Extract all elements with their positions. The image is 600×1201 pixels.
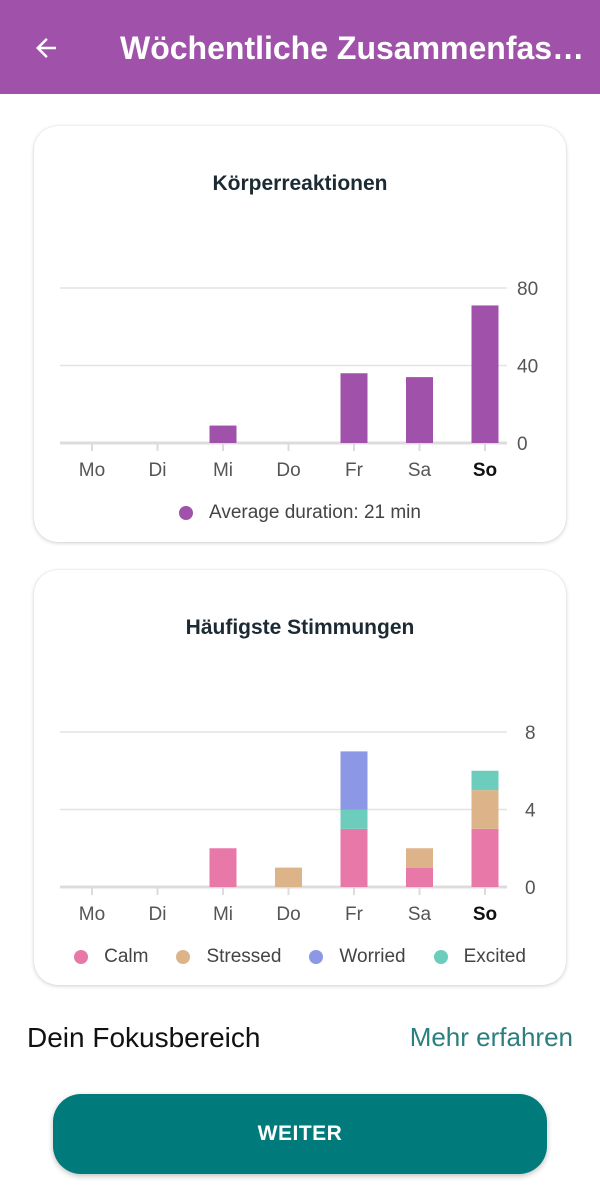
moods-title: Häufigste Stimmungen xyxy=(185,616,415,639)
legend-item-worried: Worried xyxy=(309,946,406,968)
x-tick-label: So xyxy=(473,904,497,925)
y-tick-label: 80 xyxy=(517,279,538,300)
bar-calm xyxy=(209,848,237,887)
x-tick-label: Do xyxy=(276,460,300,481)
legend-label: Excited xyxy=(463,946,526,967)
legend-dot xyxy=(179,506,194,520)
bar-stressed xyxy=(471,790,499,829)
legend-item: Average duration: 21 min xyxy=(179,502,421,524)
bar-stressed xyxy=(275,867,302,887)
legend-label: Average duration: 21 min xyxy=(209,502,421,523)
learn-more-link[interactable]: Mehr erfahren xyxy=(409,1022,573,1052)
x-tick-label: Mo xyxy=(79,460,105,481)
legend-dot xyxy=(74,950,89,964)
legend-item-calm: Calm xyxy=(74,946,148,968)
body-reactions-card: Körperreaktionen 0 40 80 Mo Di Mi Do Fr Sa So Ave… xyxy=(34,126,566,542)
bar-average-duration-21-min xyxy=(406,377,433,443)
bar-worried xyxy=(340,751,368,810)
legend-label: Worried xyxy=(339,946,406,967)
y-tick-label: 0 xyxy=(525,878,536,899)
body-reactions-legend: Average duration: 21 min xyxy=(34,502,566,524)
x-tick-label: Di xyxy=(149,460,167,481)
x-tick-label: Do xyxy=(276,904,300,925)
x-tick-label: Fr xyxy=(345,460,364,481)
legend-dot xyxy=(176,950,191,964)
focus-area-title: Dein Fokusbereich xyxy=(27,1022,261,1053)
legend-dot xyxy=(433,950,448,964)
legend-item-excited: Excited xyxy=(433,946,526,968)
x-tick-label: Mo xyxy=(79,904,105,925)
back-button[interactable] xyxy=(20,22,72,74)
moods-card: Häufigste Stimmungen 0 4 8 Mo Di Mi Do Fr Sa So C… xyxy=(34,570,566,985)
x-tick-label: Mi xyxy=(213,460,233,481)
x-tick-label: Sa xyxy=(408,460,432,481)
bar-calm xyxy=(406,867,433,887)
moods-chart: 0 4 8 Mo Di Mi Do Fr Sa So xyxy=(60,723,536,925)
x-tick-label: Di xyxy=(149,904,167,925)
y-tick-label: 4 xyxy=(525,801,536,822)
bar-calm xyxy=(471,828,499,887)
arrow-left-icon xyxy=(36,38,56,58)
bar-excited xyxy=(471,770,499,791)
bar-excited xyxy=(340,809,368,829)
continue-button[interactable]: WEITER xyxy=(53,1094,547,1174)
bar-average-duration-21-min xyxy=(209,425,237,443)
legend-item-stressed: Stressed xyxy=(176,946,281,968)
legend-label: Calm xyxy=(104,946,149,967)
y-tick-label: 0 xyxy=(517,434,528,455)
page-title: Wöchentliche Zusammenfass… xyxy=(120,30,590,66)
bar-calm xyxy=(340,828,368,887)
legend-label: Stressed xyxy=(206,946,282,967)
app-bar: Wöchentliche Zusammenfass… xyxy=(0,0,600,94)
bar-stressed xyxy=(406,848,433,868)
x-tick-label: Fr xyxy=(345,904,364,925)
x-tick-label: Mi xyxy=(213,904,233,925)
body-reactions-chart: 0 40 80 Mo Di Mi Do Fr Sa So xyxy=(60,279,538,481)
moods-legend: Calm Stressed Worried Excited xyxy=(34,946,566,968)
body-reactions-title: Körperreaktionen xyxy=(212,172,388,195)
legend-dot xyxy=(309,950,324,964)
x-tick-label: Sa xyxy=(408,904,432,925)
bar-average-duration-21-min xyxy=(340,373,368,443)
y-tick-label: 40 xyxy=(517,357,538,378)
y-tick-label: 8 xyxy=(525,723,536,744)
bar-average-duration-21-min xyxy=(471,305,499,443)
x-tick-label: So xyxy=(473,460,497,481)
